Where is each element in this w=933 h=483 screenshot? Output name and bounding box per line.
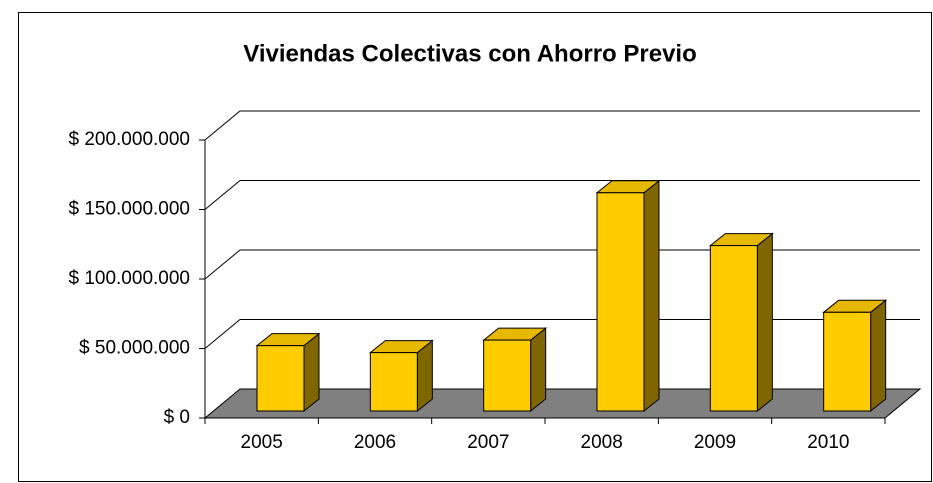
y-tick-label: $ 0 bbox=[164, 407, 190, 428]
bar-side bbox=[643, 179, 660, 413]
bar bbox=[369, 352, 418, 412]
bar bbox=[709, 245, 758, 412]
y-tick-label: $ 150.000.000 bbox=[68, 199, 190, 220]
x-tick-label: 2009 bbox=[694, 432, 736, 453]
bar bbox=[596, 192, 645, 412]
grid-line bbox=[204, 110, 920, 141]
x-tick-label: 2005 bbox=[241, 432, 283, 453]
x-tick-label: 2008 bbox=[581, 432, 623, 453]
chart-title: Viviendas Colectivas con Ahorro Previo bbox=[243, 40, 697, 67]
bar-side bbox=[303, 332, 320, 413]
bar-side bbox=[530, 327, 547, 413]
bar bbox=[483, 339, 532, 412]
grid-line bbox=[204, 249, 920, 280]
y-tick-label: $ 50.000.000 bbox=[79, 338, 190, 359]
grid-line bbox=[204, 319, 920, 349]
y-tick-label: $ 100.000.000 bbox=[68, 268, 190, 289]
x-tick-label: 2010 bbox=[807, 432, 849, 453]
x-tick-label: 2006 bbox=[354, 432, 396, 453]
x-tick-label: 2007 bbox=[467, 432, 509, 453]
y-tick-label: $ 200.000.000 bbox=[68, 129, 190, 150]
bar bbox=[823, 311, 872, 412]
grid-line bbox=[204, 180, 920, 210]
bar bbox=[256, 345, 305, 412]
bar-side bbox=[870, 299, 887, 413]
bar-side bbox=[756, 232, 773, 413]
